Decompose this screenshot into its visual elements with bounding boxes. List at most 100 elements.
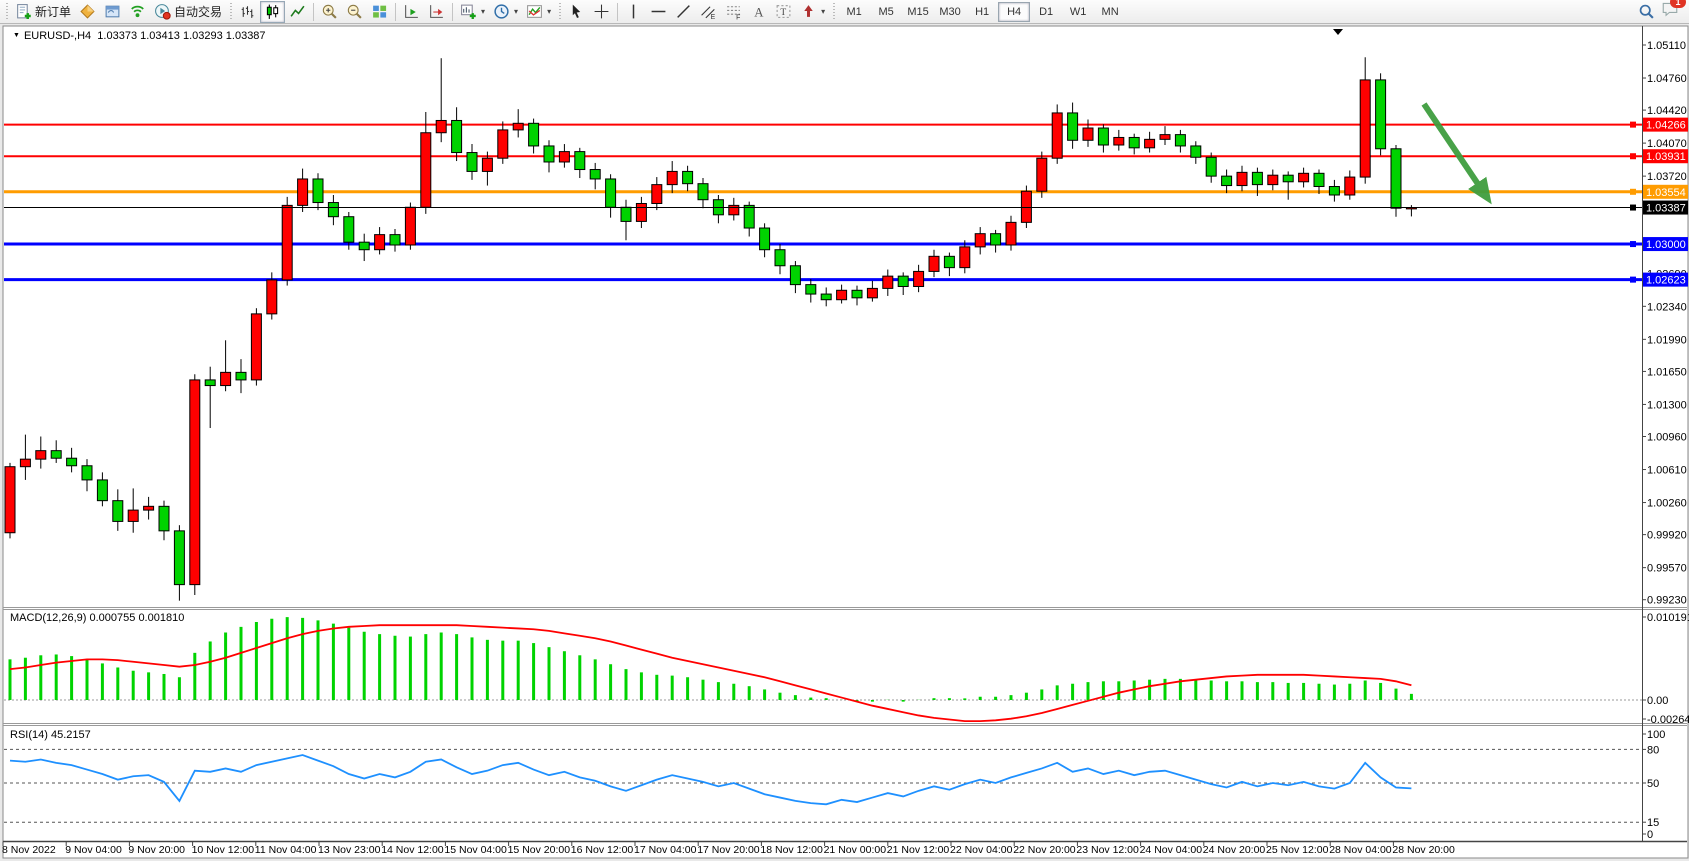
symbol-dropdown-icon[interactable]: ▼ [13,32,20,39]
candle [404,206,416,246]
text-icon: A [754,5,764,19]
timeframe-button-M30[interactable]: M30 [939,5,961,18]
right-shift-marker[interactable] [1333,29,1343,35]
indicators-button[interactable]: ▾ [522,1,555,23]
arrows-tool-button[interactable]: ▾ [796,1,829,23]
text-tool-button[interactable]: A [746,1,771,23]
price-tag-label: 1.02623 [1646,275,1686,287]
time-label: 18 Nov 12:00 [760,844,823,856]
candle [1005,221,1017,246]
candle [220,371,232,387]
ohlc-low: 1.03293 [182,30,223,42]
candle [605,178,617,208]
time-label: 8 Nov 2022 [2,844,56,856]
toolbar-separator [452,2,454,21]
toolbar-separator [313,2,315,21]
metaeditor-button[interactable] [75,1,100,23]
timeframe-button-M1[interactable]: M1 [846,5,862,18]
rsi-value: 45.2157 [50,729,91,741]
candle [343,216,355,243]
ohlc-high: 1.03413 [140,30,180,42]
candle [1082,127,1094,141]
candle [928,255,940,272]
search-icon[interactable] [1638,3,1655,20]
notification-badge: 1 [1670,0,1686,8]
candle [774,249,786,267]
timeframe-button-H1[interactable]: H1 [975,5,990,18]
profile-button[interactable] [100,1,125,23]
chart-window[interactable] [2,25,1689,859]
new-order-button[interactable]: 新订单 [11,1,75,23]
rsi-tick-label: 50 [1647,778,1659,790]
line-anchor-marker[interactable] [1630,153,1636,160]
zoom-in-button[interactable] [317,1,342,23]
price-tick-label: 0.99920 [1647,530,1687,542]
line-chart-button[interactable] [285,1,310,23]
price-tag [1643,200,1688,215]
candle [1174,134,1186,147]
new-chart-button[interactable]: ▾ [456,1,489,23]
candle [651,184,663,204]
candle [743,204,755,229]
toolbar-grip[interactable] [557,2,563,21]
zoom-out-button[interactable] [342,1,367,23]
candle [497,129,509,159]
chart-shift-button[interactable] [424,1,449,23]
timeframe-button-D1[interactable]: D1 [1039,5,1054,18]
autotrading-button[interactable]: 自动交易 [150,1,226,23]
cursor-tool-button[interactable] [564,1,589,23]
price-tag [1643,184,1688,199]
timeframe-button-M15[interactable]: M15 [907,5,929,18]
timeframe-button-H4[interactable]: H4 [998,1,1031,22]
auto-scroll-button[interactable] [399,1,424,23]
rsi-name: RSI(14) [10,729,48,741]
candle [943,255,955,269]
chat-button[interactable]: 1 [1661,0,1686,23]
signals-button[interactable] [125,1,150,23]
candle [1282,174,1294,183]
crosshair-tool-button[interactable] [589,1,614,23]
vertical-line-tool-button[interactable] [621,1,646,23]
toolbar-grip[interactable] [228,2,234,21]
trendline-tool-button[interactable] [671,1,696,23]
toolbar-grip[interactable] [831,2,837,21]
price-tick-label: 1.04760 [1647,73,1687,85]
candle [173,530,185,586]
timeframe-button-MN[interactable]: MN [1101,5,1119,18]
signals-icon [131,5,144,18]
bar-chart-button[interactable] [235,1,260,23]
price-tag-label: 1.03000 [1646,239,1686,251]
candle [1051,112,1063,159]
channel-tool-button[interactable]: E [696,1,721,23]
candle [512,122,524,131]
candle [127,509,139,522]
line-anchor-marker[interactable] [1630,276,1636,283]
text-label-icon: T [776,5,791,18]
candle [589,169,601,180]
line-anchor-marker[interactable] [1630,241,1636,248]
candle [1375,79,1387,150]
timeframe-button-W1[interactable]: W1 [1069,5,1087,18]
tile-windows-button[interactable] [367,1,392,23]
candle [1313,172,1325,188]
candlestick-chart-button[interactable] [260,0,286,23]
profile-window-icon [105,5,120,18]
sell-arrow-annotation[interactable] [1421,102,1492,205]
candle [1159,134,1171,140]
timeframe-button-M5[interactable]: M5 [878,5,894,18]
fibonacci-tool-button[interactable]: F [721,1,746,23]
line-anchor-marker[interactable] [1630,188,1636,195]
horizontal-line-tool-button[interactable] [646,1,671,23]
price-tick-label: 1.00610 [1647,465,1687,477]
autotrading-icon [155,4,171,20]
candle [451,119,463,154]
toolbar-grip[interactable] [4,2,9,21]
line-anchor-marker[interactable] [1630,204,1636,211]
text-label-tool-button[interactable]: T [771,1,796,23]
price-tick-label: 1.02340 [1647,301,1687,313]
candle [35,450,47,460]
periods-button[interactable]: ▾ [489,1,522,23]
line-anchor-marker[interactable] [1630,121,1636,128]
candle [990,233,1002,246]
